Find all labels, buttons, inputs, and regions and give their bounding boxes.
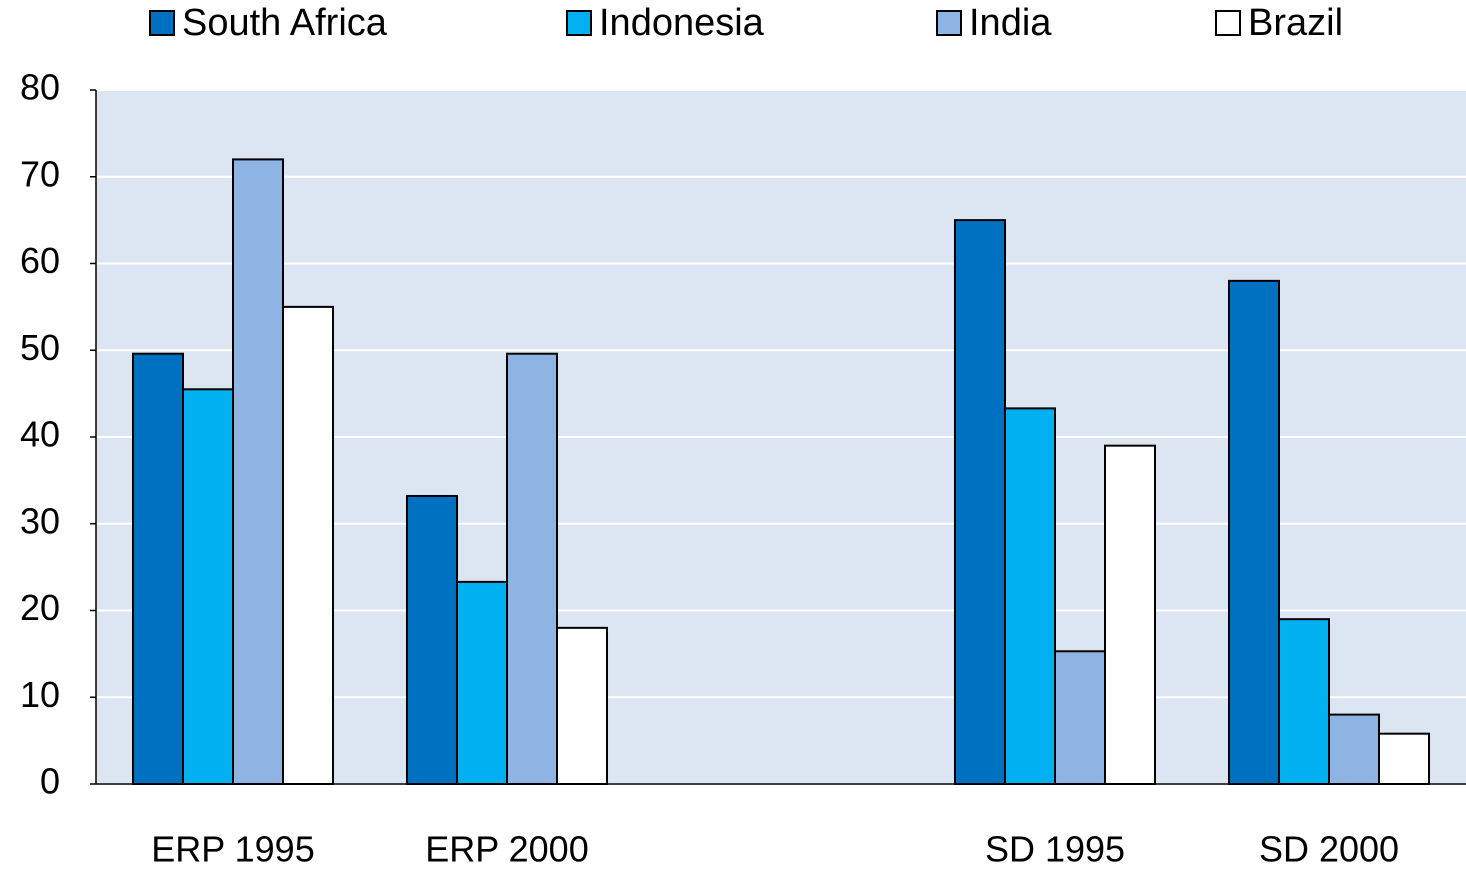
legend-label: Indonesia: [599, 2, 765, 44]
y-tick-label: 60: [20, 240, 60, 281]
y-tick-label: 80: [20, 67, 60, 108]
x-tick-label: SD 2000: [1259, 829, 1399, 870]
legend-swatch: [566, 10, 592, 36]
bar: [232, 158, 285, 785]
bar: [282, 305, 335, 785]
y-tick-label: 10: [20, 674, 60, 715]
x-tick-label: ERP 1995: [151, 829, 314, 870]
y-tick-label: 20: [20, 587, 60, 628]
y-tick-label: 30: [20, 500, 60, 541]
bar: [1003, 407, 1056, 785]
bar: [953, 219, 1006, 785]
bar: [405, 494, 458, 785]
bar: [1104, 444, 1157, 785]
x-tick-label: SD 1995: [985, 829, 1125, 870]
bar: [506, 352, 559, 785]
legend-label: India: [969, 2, 1052, 44]
legend-swatch: [936, 10, 962, 36]
bar: [181, 388, 234, 785]
y-tick-label: 50: [20, 327, 60, 368]
legend-label: Brazil: [1248, 2, 1343, 44]
bar: [1378, 732, 1431, 785]
y-tick-label: 40: [20, 414, 60, 455]
bar: [1054, 650, 1107, 786]
bar: [131, 352, 184, 785]
bar: [556, 626, 609, 785]
x-tick-label: ERP 2000: [425, 829, 588, 870]
legend-swatch: [149, 10, 175, 36]
bar: [1227, 279, 1280, 785]
y-tick-label: 70: [20, 153, 60, 194]
bar: [455, 580, 508, 785]
legend-label: South Africa: [182, 2, 388, 44]
legend-swatch: [1215, 10, 1241, 36]
bar: [1328, 713, 1381, 785]
bar: [1277, 618, 1330, 785]
y-tick-label: 0: [40, 761, 60, 802]
